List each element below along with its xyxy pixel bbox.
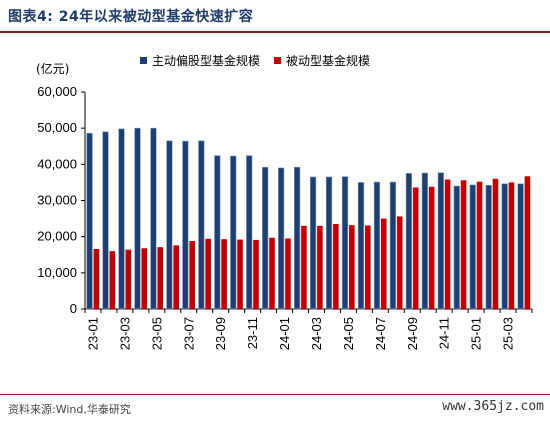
bar-passive (317, 225, 323, 309)
bar-passive (428, 186, 435, 309)
bar-passive (109, 251, 116, 309)
bar-active (485, 185, 492, 310)
bar-passive (396, 216, 403, 309)
y-tick-label: 10,000 (37, 265, 77, 280)
bar-active (118, 128, 125, 310)
bar-active (278, 167, 285, 310)
bar-passive (412, 187, 419, 309)
bar-passive (125, 249, 132, 309)
bar-active (325, 176, 333, 310)
bottom-rule (0, 394, 550, 395)
bar-active (134, 127, 141, 310)
bar-active (405, 173, 412, 310)
bar-active (182, 140, 189, 310)
bar-passive (253, 239, 259, 309)
bar-active (421, 172, 428, 310)
legend-swatch-active (140, 57, 147, 64)
legend-swatch-passive (274, 57, 282, 64)
x-tick-label: 24-03 (309, 317, 324, 350)
bar-active (198, 140, 205, 310)
bar-passive (460, 180, 467, 309)
bar-passive (141, 248, 148, 309)
bar-active (373, 181, 381, 310)
bar-active (230, 155, 237, 310)
bar-active (214, 155, 221, 310)
bar-active (357, 182, 365, 310)
bar-passive (237, 239, 243, 309)
bar-passive (301, 225, 307, 309)
bar-passive (349, 225, 355, 309)
bar-active (517, 183, 524, 310)
bar-passive (364, 225, 371, 309)
bar-passive (189, 241, 195, 309)
source-note: 资料来源:Wind,华泰研究 (8, 403, 131, 416)
bar-chart: 0 10,000 20,000 30,000 40,000 50,000 60,000 23-… (37, 84, 533, 350)
x-tick-label: 24-01 (277, 317, 292, 350)
x-tick-label: 23-11 (245, 317, 260, 349)
bar-active (102, 131, 109, 310)
bar-passive (205, 238, 211, 309)
legend-label-passive: 被动型基金规模 (286, 54, 371, 68)
y-tick-label: 30,000 (37, 193, 77, 208)
bar-active (150, 127, 157, 310)
x-tick-label: 24-09 (405, 317, 420, 350)
y-tick-label: 60,000 (37, 84, 77, 99)
bar-passive (333, 224, 339, 309)
x-tick-label: 23-09 (213, 317, 228, 350)
bar-active (86, 132, 93, 310)
y-tick-label: 50,000 (37, 120, 77, 135)
bar-active (389, 181, 397, 310)
bar-passive (444, 179, 451, 309)
bar-passive (221, 239, 227, 309)
bar-passive (508, 182, 515, 309)
bar-active (166, 140, 173, 310)
bar-active (501, 183, 508, 310)
figure-title: 图表4: 24年以来被动型基金快速扩容 (8, 9, 254, 25)
bar-passive (476, 181, 483, 309)
bar-active (453, 185, 460, 310)
legend-item-active: 主动偏股型基金规模 (140, 52, 260, 69)
x-tick-label: 23-03 (117, 317, 132, 350)
x-tick-label: 25-01 (469, 317, 484, 350)
bar-passive (524, 176, 531, 309)
bar-active (309, 176, 317, 310)
bar-active (294, 166, 301, 310)
bar-passive (269, 237, 275, 309)
bar-passive (492, 178, 499, 309)
x-tick-label: 23-05 (149, 317, 164, 350)
bar-active (262, 166, 269, 310)
legend-item-passive: 被动型基金规模 (274, 52, 370, 69)
unit-label: (亿元) (36, 62, 70, 76)
x-tick-label: 24-11 (437, 317, 452, 349)
bar-passive (93, 248, 100, 309)
bar-passive (380, 218, 387, 309)
bar-passive (285, 238, 291, 309)
bar-passive (173, 245, 179, 309)
bar-active (341, 176, 349, 310)
legend: 主动偏股型基金规模 被动型基金规模 (140, 52, 384, 69)
y-tick-label: 20,000 (37, 229, 77, 244)
title-rule (0, 31, 550, 33)
watermark-text: www.365jz.com (442, 399, 544, 414)
y-tick-label: 0 (70, 301, 77, 316)
bar-passive (157, 247, 164, 309)
x-tick-label: 24-07 (373, 317, 388, 350)
x-tick-label: 25-03 (501, 317, 516, 350)
legend-label-active: 主动偏股型基金规模 (152, 54, 261, 68)
bar-active (469, 184, 476, 310)
x-tick-label: 23-01 (85, 317, 100, 350)
bar-active (437, 172, 444, 310)
x-tick-label: 24-05 (341, 317, 356, 350)
bar-active (246, 155, 253, 310)
y-tick-label: 40,000 (37, 156, 77, 171)
x-tick-label: 23-07 (181, 317, 196, 350)
